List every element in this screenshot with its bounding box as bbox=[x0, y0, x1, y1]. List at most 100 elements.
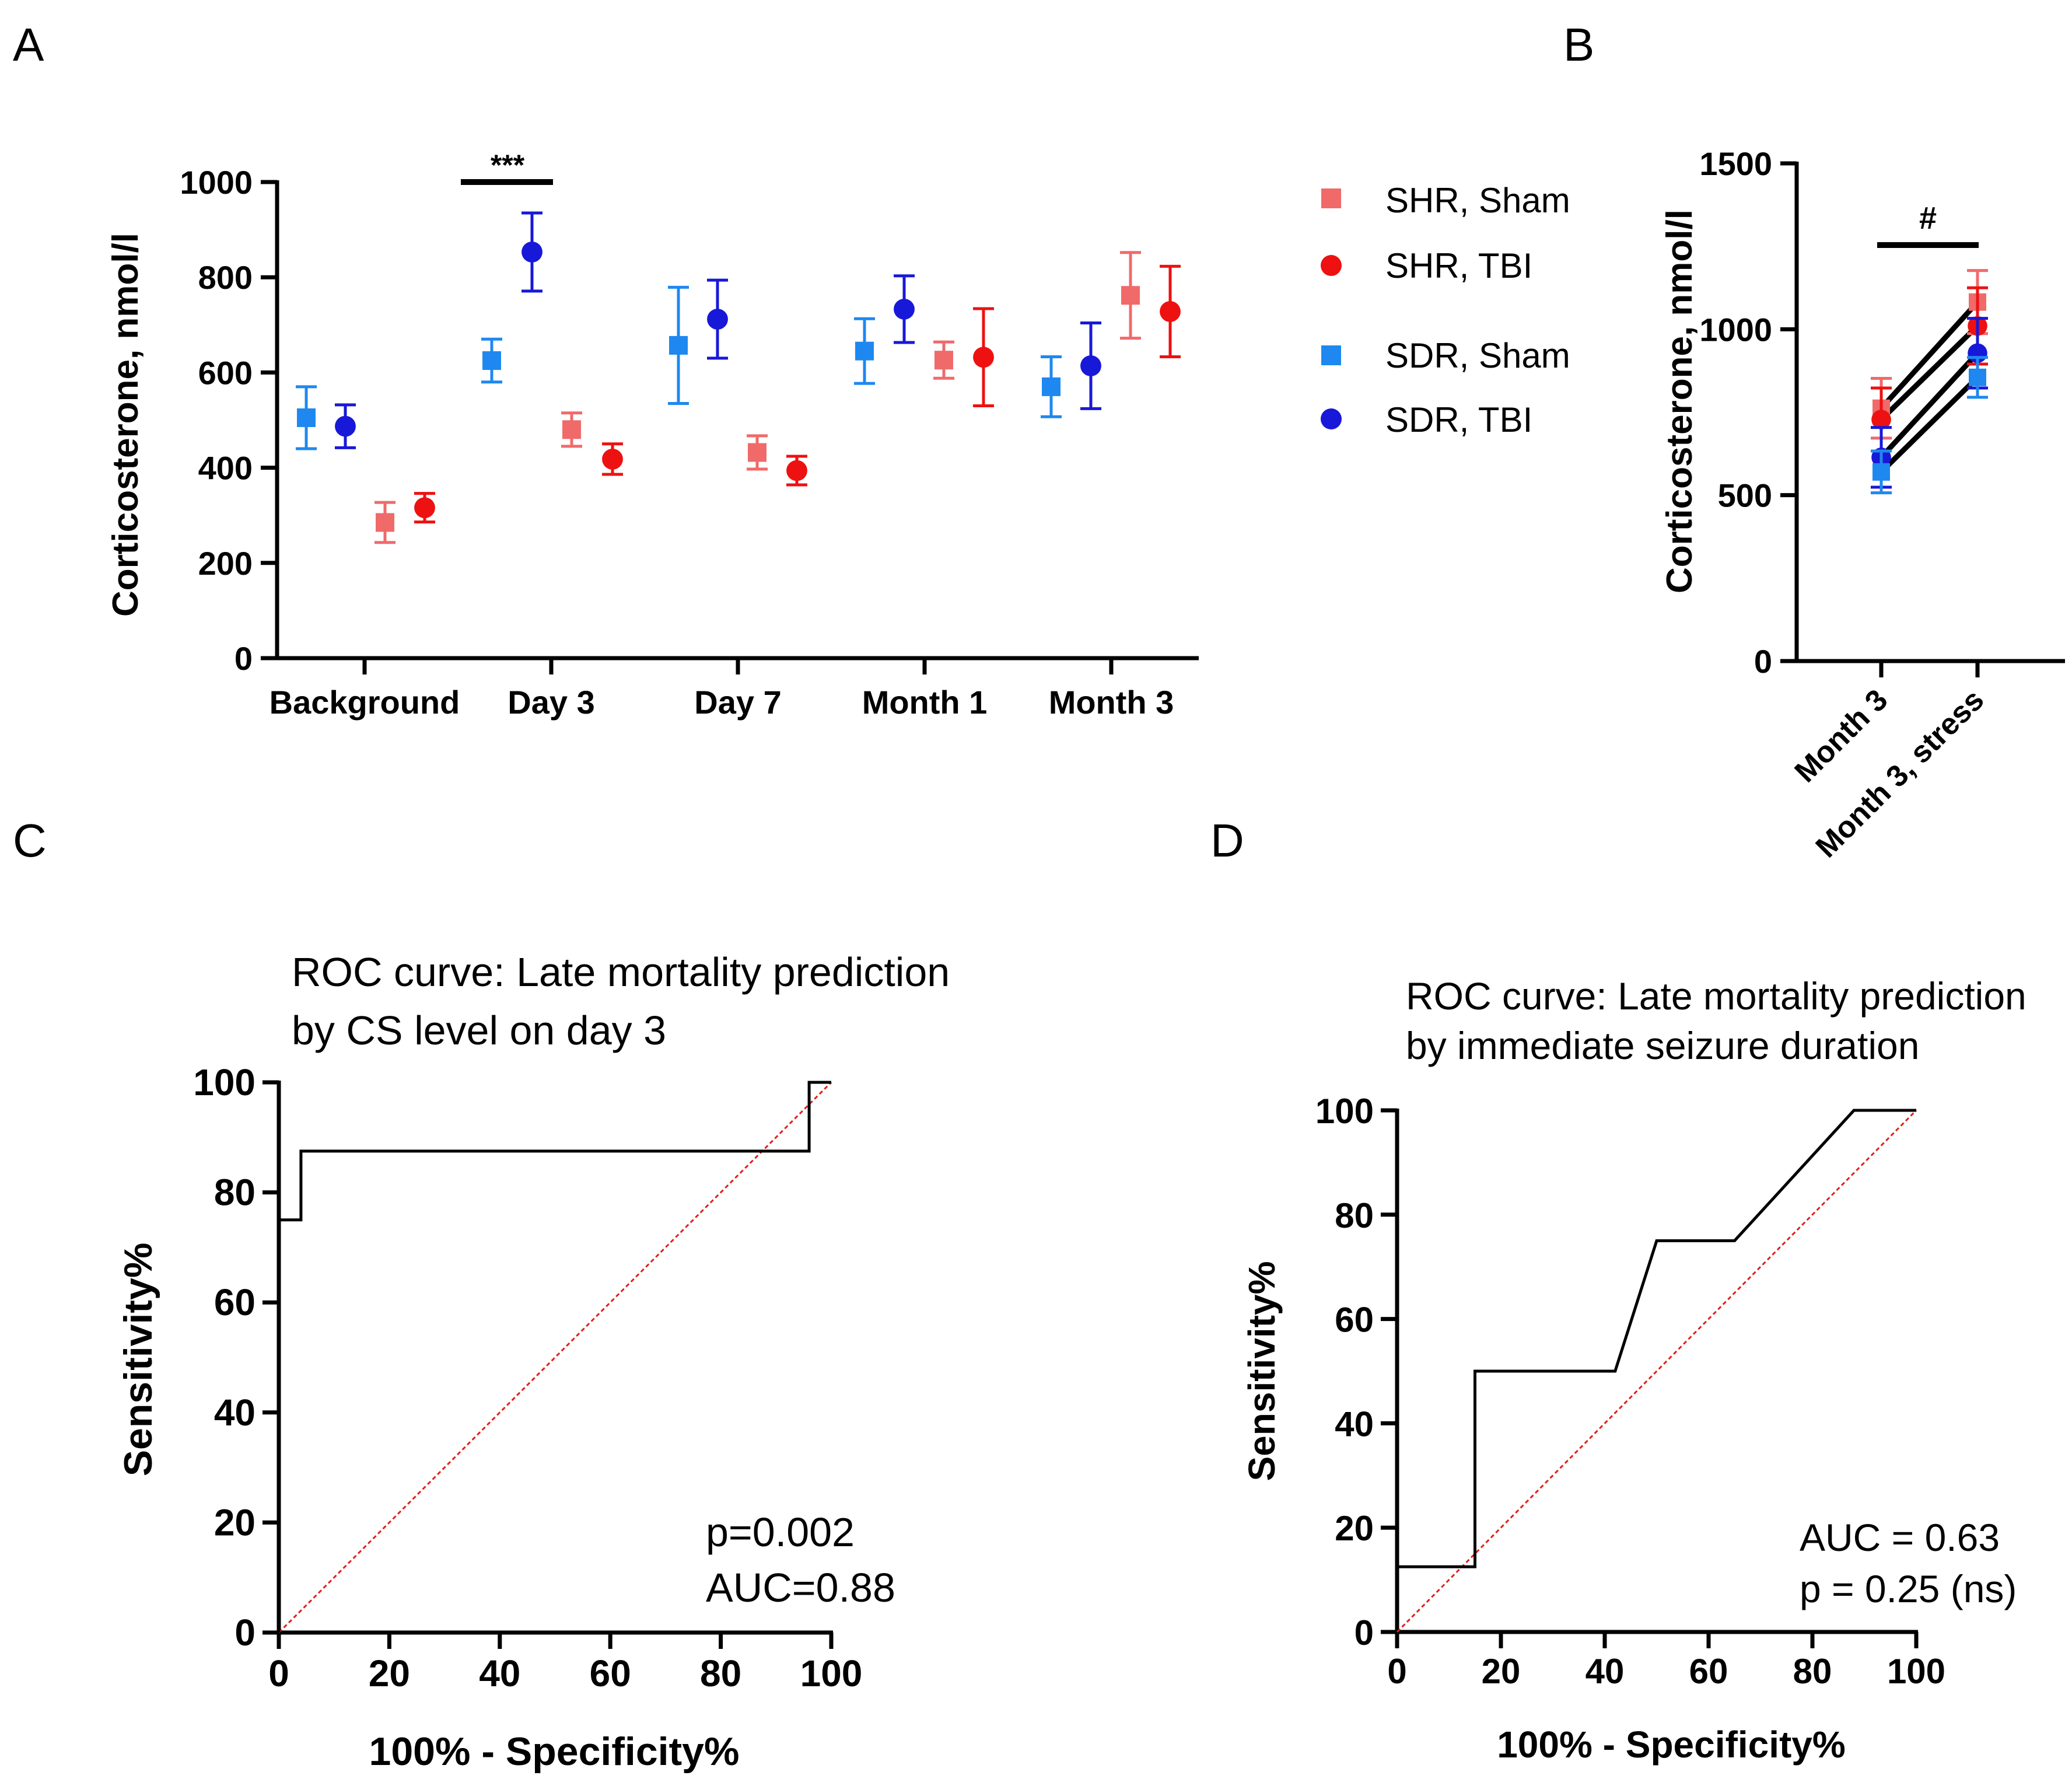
panel-d-y-tick-label: 40 bbox=[1335, 1404, 1374, 1444]
panel-d-roc-curve bbox=[1397, 1109, 1916, 1568]
panel-a-point bbox=[935, 351, 953, 370]
panel-c-roc-curve bbox=[277, 1081, 831, 1633]
panel-d-data bbox=[1396, 1109, 1917, 1633]
panel-a-point bbox=[602, 448, 623, 470]
panel-a-point bbox=[669, 335, 688, 355]
panel-a-point bbox=[297, 408, 316, 427]
panel-b-significance-label: # bbox=[1919, 201, 1937, 236]
panel-a-point bbox=[376, 513, 394, 532]
panel-a-point bbox=[1042, 377, 1060, 396]
panel-b-x-tick-label: Month 3, stress bbox=[1810, 683, 1991, 864]
panel-c-y-tick-label: 40 bbox=[214, 1392, 256, 1434]
panel-a-point bbox=[855, 341, 874, 361]
panel-c-stat-p: p=0.002 bbox=[706, 1509, 855, 1555]
legend-marker-shr-tbi bbox=[1321, 255, 1342, 276]
panel-b-data: # bbox=[1871, 201, 1988, 495]
panel-b-point bbox=[1873, 463, 1890, 481]
panel-c-y-tick-label: 100 bbox=[193, 1061, 256, 1103]
panel-c-y-tick-label: 60 bbox=[214, 1281, 256, 1323]
panel-c-x-tick-label: 20 bbox=[369, 1652, 410, 1694]
panel-label-a: A bbox=[13, 19, 44, 71]
panel-d-stat-p: p = 0.25 (ns) bbox=[1800, 1567, 2017, 1610]
panel-label-b: B bbox=[1563, 19, 1594, 71]
panel-a-y-tick-label: 800 bbox=[198, 259, 253, 296]
panel-c-axes: 0 20 40 60 80 100 0 20 40 60 80 100 bbox=[193, 1061, 862, 1694]
panel-c-reference-diagonal bbox=[278, 1081, 832, 1634]
panel-b-y-tick-label: 1000 bbox=[1699, 311, 1772, 348]
panel-c-x-tick-label: 60 bbox=[590, 1652, 631, 1694]
panel-a-significance-label: *** bbox=[491, 149, 525, 181]
panel-b-series-line bbox=[1879, 324, 1980, 422]
panel-b-series-line bbox=[1879, 375, 1980, 474]
panel-d-chart: ROC curve: Late mortality prediction by … bbox=[1241, 974, 2027, 1766]
panel-c-y-tick-label: 20 bbox=[214, 1501, 256, 1543]
panel-d-y-tick-label: 60 bbox=[1335, 1301, 1374, 1340]
panel-a-y-tick-label: 0 bbox=[235, 640, 253, 677]
panel-d-y-tick-label: 20 bbox=[1335, 1509, 1374, 1548]
panel-c-title-line-2: by CS level on day 3 bbox=[292, 1008, 666, 1053]
panel-a-data: *** bbox=[296, 149, 1181, 544]
panel-a-point bbox=[414, 497, 435, 519]
panel-label-c: C bbox=[13, 815, 47, 866]
panel-a-point bbox=[1121, 286, 1140, 305]
panel-d-x-tick-label: 80 bbox=[1793, 1652, 1832, 1691]
panel-d-title-line-2: by immediate seizure duration bbox=[1406, 1024, 1919, 1067]
panel-a-point bbox=[748, 443, 766, 462]
panel-a-point bbox=[786, 460, 807, 481]
panel-c-stat-auc: AUC=0.88 bbox=[706, 1565, 895, 1610]
panel-c-x-tick-label: 0 bbox=[268, 1652, 289, 1694]
panel-a-point bbox=[482, 351, 501, 370]
legend-label-shr-tbi: SHR, TBI bbox=[1385, 246, 1532, 285]
panel-a-x-tick-label: Background bbox=[270, 684, 460, 721]
panel-a-y-tick-label: 200 bbox=[198, 545, 253, 582]
panel-d-axes: 0 20 40 60 80 100 0 20 40 60 80 100 bbox=[1315, 1092, 1945, 1691]
panel-d-reference-diagonal bbox=[1396, 1109, 1917, 1633]
panel-a-point bbox=[1160, 301, 1181, 322]
panel-d-y-tick-label: 80 bbox=[1335, 1196, 1374, 1235]
panel-c-chart: ROC curve: Late mortality prediction by … bbox=[116, 949, 950, 1774]
panel-c-x-tick-label: 100 bbox=[800, 1652, 863, 1694]
panel-a-point bbox=[894, 298, 915, 320]
panel-a-axes: 0 200 400 600 800 1000 Background Day 3 Day 7 Mon… bbox=[180, 164, 1199, 721]
panel-d-x-label: 100% - Specificity% bbox=[1497, 1724, 1846, 1766]
panel-a-point bbox=[562, 420, 581, 439]
panel-c-x-tick-label: 80 bbox=[700, 1652, 741, 1694]
panel-b-y-tick-label: 500 bbox=[1718, 477, 1772, 514]
panel-a-point bbox=[1080, 355, 1101, 376]
panel-a-x-tick-label: Month 3 bbox=[1049, 684, 1174, 721]
panel-a-y-label: Corticosterone, nmol/l bbox=[106, 233, 146, 617]
panel-a-y-tick-label: 1000 bbox=[180, 164, 253, 201]
panel-a-point bbox=[973, 347, 994, 368]
panel-c-y-tick-label: 80 bbox=[214, 1172, 256, 1214]
legend-marker-sdr-tbi bbox=[1321, 408, 1342, 429]
panel-d-title-line-1: ROC curve: Late mortality prediction bbox=[1406, 974, 2027, 1018]
panel-c-x-label: 100% - Specificity% bbox=[369, 1729, 740, 1774]
legend: SHR, Sham SHR, TBI SDR, Sham SDR, TBI bbox=[1321, 181, 1570, 439]
panel-d-y-tick-label: 0 bbox=[1354, 1613, 1374, 1652]
panel-b-point bbox=[1871, 410, 1891, 429]
panel-d-y-label: Sensitivity% bbox=[1241, 1261, 1283, 1481]
panel-b-y-label: Corticosterone, nmol/l bbox=[1660, 209, 1700, 593]
panel-a-y-tick-label: 600 bbox=[198, 354, 253, 391]
panel-a-x-tick-label: Day 7 bbox=[694, 684, 781, 721]
panel-c-title-line-1: ROC curve: Late mortality prediction bbox=[292, 949, 950, 995]
panel-b-series-line bbox=[1879, 351, 1980, 459]
panel-a-chart: 0 200 400 600 800 1000 Background Day 3 Day 7 Mon… bbox=[106, 149, 1199, 721]
panel-a-point bbox=[335, 415, 356, 437]
panel-b-y-tick-label: 1500 bbox=[1699, 145, 1772, 182]
panel-d-y-tick-label: 100 bbox=[1315, 1092, 1374, 1131]
legend-label-sdr-tbi: SDR, TBI bbox=[1385, 400, 1532, 439]
panel-b-point bbox=[1969, 368, 1986, 386]
legend-marker-sdr-sham bbox=[1321, 345, 1341, 365]
panel-c-y-tick-label: 0 bbox=[235, 1612, 256, 1654]
panel-c-x-tick-label: 40 bbox=[479, 1652, 520, 1694]
panel-b-series-line bbox=[1879, 300, 1980, 410]
panel-d-x-tick-label: 0 bbox=[1387, 1652, 1406, 1691]
panel-a-x-tick-label: Month 1 bbox=[862, 684, 988, 721]
panel-label-d: D bbox=[1210, 815, 1244, 866]
panel-c-y-label: Sensitivity% bbox=[116, 1243, 160, 1477]
panel-d-x-tick-label: 60 bbox=[1689, 1652, 1728, 1691]
